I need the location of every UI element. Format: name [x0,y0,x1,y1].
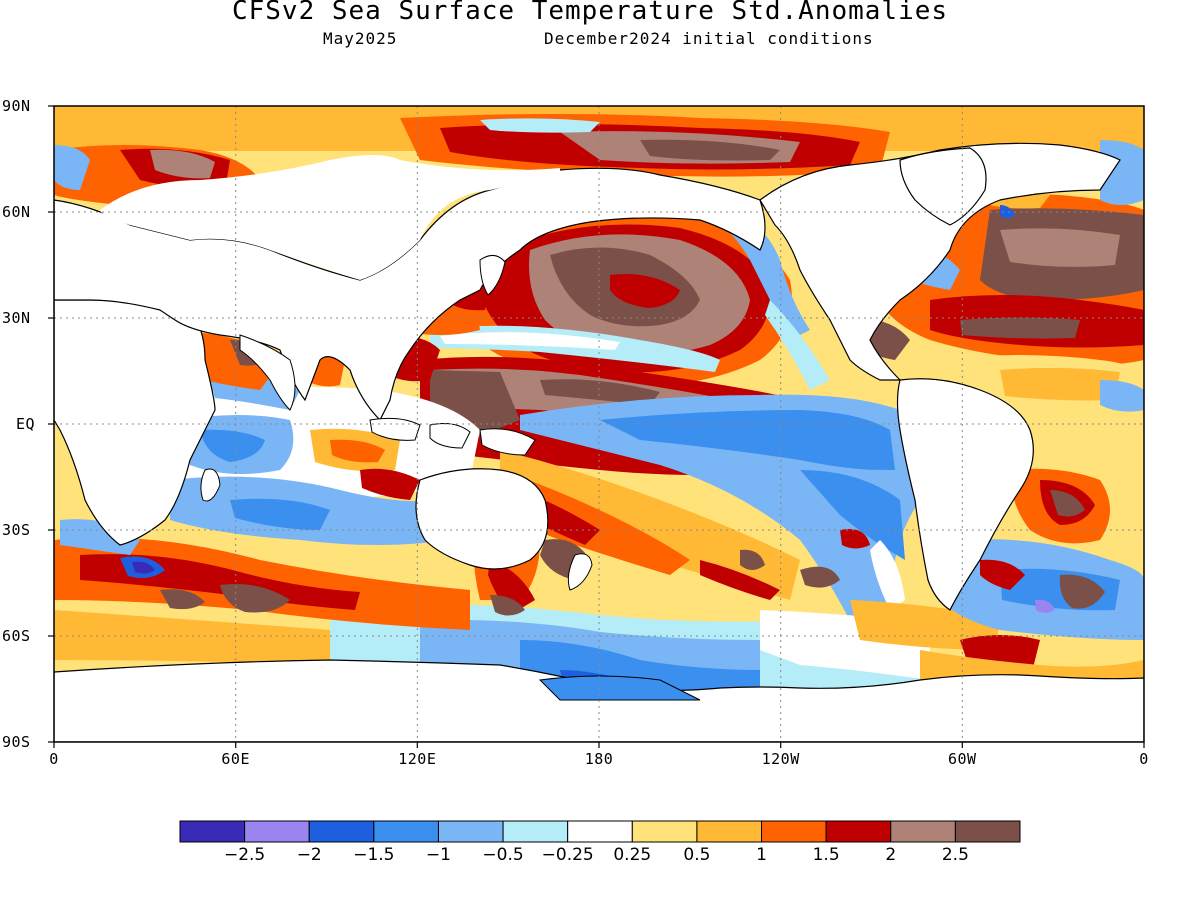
colorbar-label: 0.5 [683,845,711,865]
lat-label-30n: 30N [2,309,31,327]
land-north-america [759,142,1121,381]
colorbar-swatch [825,820,892,843]
lat-label-90s: 90S [2,733,31,751]
colorbar-swatch [890,820,956,843]
colorbar-swatch [954,820,1021,843]
map-gridlines [54,106,1144,742]
lat-label-30s: 30S [2,521,31,539]
colorbar-label: 2 [885,845,897,865]
lon-label-0: 0 [49,750,59,768]
lat-label-eq: EQ [16,415,36,433]
colorbar-label: 1 [756,845,767,865]
colorbar-label: −2.5 [223,845,266,865]
colorbar-swatch [437,820,504,843]
land-africa [54,299,216,546]
colorbar-swatch [502,820,569,843]
axis-ticks [48,105,1145,748]
colorbar-label: −1.5 [353,845,395,865]
lon-label-180: 180 [584,750,614,768]
colorbar-swatch [631,820,698,843]
colorbar-swatch [308,820,375,843]
colorbar-label: −2 [296,845,322,865]
lon-label-60w: 60W [948,750,977,768]
forecast-month: May2025 [323,29,398,48]
colorbar-swatch [244,820,310,843]
colorbar-label: 0.25 [613,845,652,865]
lat-label-60s: 60S [2,627,31,645]
land-south-america [896,378,1034,611]
lon-label-120e: 120E [398,750,437,768]
lat-label-60n: 60N [2,203,31,221]
land-australia [415,468,549,570]
colorbar-swatch [567,820,633,843]
colorbar-swatch [761,820,827,843]
colorbar-swatch [696,820,763,843]
lat-label-90n: 90N [2,97,31,115]
colorbar-label: −0.25 [541,845,594,865]
lon-label-60e: 60E [221,750,250,768]
colorbar-label: 2.5 [941,845,969,865]
lon-label-0-east: 0 [1139,750,1149,768]
initial-conditions: December2024 initial conditions [544,29,874,48]
lon-label-120w: 120W [761,750,800,768]
colorbar-label: −1 [425,845,451,865]
colorbar-swatch [179,820,246,843]
colorbar [179,820,1021,843]
colorbar-swatch [373,820,439,843]
colorbar-label: 1.5 [812,845,840,865]
colorbar-label: −0.5 [482,845,524,865]
chart-title: CFSv2 Sea Surface Temperature Std.Anomal… [231,0,949,26]
